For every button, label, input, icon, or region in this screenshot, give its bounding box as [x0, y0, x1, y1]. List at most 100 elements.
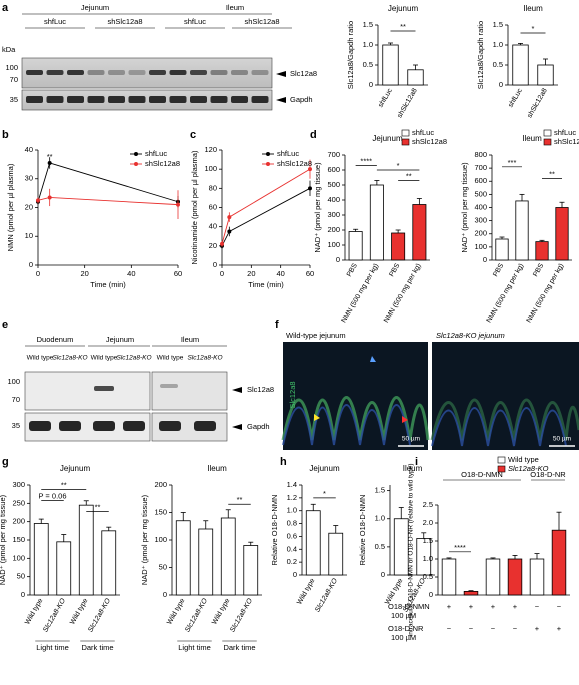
bar: [407, 69, 424, 86]
legend-label: shfLuc: [554, 128, 576, 137]
band: [46, 96, 64, 103]
significance-label: ***: [508, 158, 517, 167]
group-label: Light time: [178, 643, 211, 652]
x-tick-label: 60: [306, 269, 314, 278]
condition-mark: +: [513, 602, 518, 611]
chart-title: Ileum: [522, 134, 542, 143]
lane-label: shSlc12a8: [244, 17, 279, 26]
y-tick-label: 0: [21, 590, 25, 599]
x-tick-label: Slc12a8-KO: [184, 597, 209, 634]
bar: [412, 204, 427, 261]
y-tick-label: 0: [369, 80, 373, 89]
band: [67, 70, 84, 75]
panel-letter: b: [2, 129, 9, 141]
legend-label: shfLuc: [412, 128, 434, 137]
point: [308, 167, 312, 172]
bar: [382, 44, 399, 86]
bar: [78, 504, 94, 596]
significance-label: **: [549, 170, 555, 179]
y-tick-label: 0.2: [287, 557, 297, 566]
bar: [369, 184, 384, 261]
y-axis-label: Slc12a8/Gapdh ratio: [346, 21, 355, 89]
lane-label: shfLuc: [184, 17, 206, 26]
legend-swatch: [401, 129, 410, 137]
y-axis-label: NAD⁺ (pmol per mg tissue): [0, 494, 7, 585]
y-tick-label: 100: [204, 164, 217, 173]
y-tick-label: 0.5: [493, 60, 503, 69]
band: [29, 421, 51, 431]
blot-group: Ileum: [226, 3, 244, 12]
band: [160, 384, 178, 388]
condition-mark: +: [557, 624, 562, 633]
point: [176, 202, 180, 207]
legend-label: shfLuc: [145, 149, 167, 158]
y-tick-label: 100: [12, 553, 25, 562]
blot-group: Jejunum: [106, 335, 134, 344]
y-tick-label: 0: [483, 255, 487, 264]
lane-label: shfLuc: [44, 17, 66, 26]
bar: [551, 529, 567, 596]
lane-label: Slc12a8-KO: [116, 355, 151, 362]
arrow: [276, 71, 286, 77]
y-tick-label: 60: [209, 202, 217, 211]
condition-mark: −: [557, 602, 562, 611]
lane-label: Wild type: [27, 355, 54, 362]
point: [36, 198, 40, 203]
x-tick-label: PBS: [346, 262, 359, 278]
y-tick-label: 200: [327, 225, 340, 234]
y-tick-label: 300: [327, 210, 340, 219]
x-tick-label: Slc12a8-KO: [42, 597, 67, 634]
lane-label: Slc12a8-KO: [52, 355, 87, 362]
x-axis-label: Time (min): [90, 280, 126, 289]
y-tick-label: 10: [25, 231, 33, 240]
bar: [537, 64, 554, 86]
group-label: Dark time: [223, 643, 255, 652]
y-axis-label: Nicotinamide (pmol per µl plasma): [190, 150, 199, 264]
header-label: O18-D-NMN: [461, 470, 503, 479]
panel-letter: a: [2, 2, 9, 14]
condition-mark: −: [535, 602, 540, 611]
scale-bar-label: 50 µm: [553, 436, 571, 443]
marker-label: 70: [12, 395, 20, 404]
y-tick-label: 0.6: [287, 531, 297, 540]
x-tick-label: Slc12a8-KO: [229, 597, 254, 634]
bar: [535, 241, 549, 261]
band: [251, 70, 269, 75]
y-tick-label: 1.0: [423, 554, 433, 563]
y-tick-label: 800: [474, 150, 487, 159]
x-tick-label: NMN (500 mg per kg): [486, 262, 526, 324]
y-tick-label: 0: [213, 260, 217, 269]
condition-unit: 100 µM: [391, 611, 416, 620]
y-tick-label: 20: [209, 241, 217, 250]
x-tick-label: shfLuc: [377, 87, 394, 109]
legend-label: shSlc12a8: [412, 137, 447, 146]
bar: [348, 231, 363, 261]
chart-title: Jejunum: [388, 4, 419, 13]
chart-title: Ileum: [523, 4, 543, 13]
significance-label: **: [47, 152, 53, 161]
band: [190, 70, 207, 75]
band: [108, 96, 125, 103]
condition-mark: −: [447, 624, 452, 633]
band: [128, 70, 146, 75]
y-axis-label: Slc12a8/Gapdh ratio: [476, 21, 485, 89]
y-tick-label: 300: [474, 216, 487, 225]
y-tick-label: 1.5: [493, 20, 503, 29]
legend-point: [134, 162, 138, 166]
y-tick-label: 500: [327, 180, 340, 189]
y-tick-label: 1.5: [363, 20, 373, 29]
bar: [243, 545, 259, 596]
marker-label: 70: [10, 75, 18, 84]
y-tick-label: 0: [499, 80, 503, 89]
band: [108, 70, 125, 75]
marker-label: 100: [5, 63, 18, 72]
y-tick-label: 30: [25, 174, 33, 183]
y-tick-label: 1.0: [375, 514, 385, 523]
legend-label: Wild type: [508, 455, 539, 464]
y-axis-label: Relative O18-D-NMN: [358, 495, 367, 566]
panel-letter: i: [415, 456, 418, 468]
band: [251, 96, 269, 103]
panel-letter: c: [190, 129, 196, 141]
significance-label: **: [95, 502, 101, 511]
